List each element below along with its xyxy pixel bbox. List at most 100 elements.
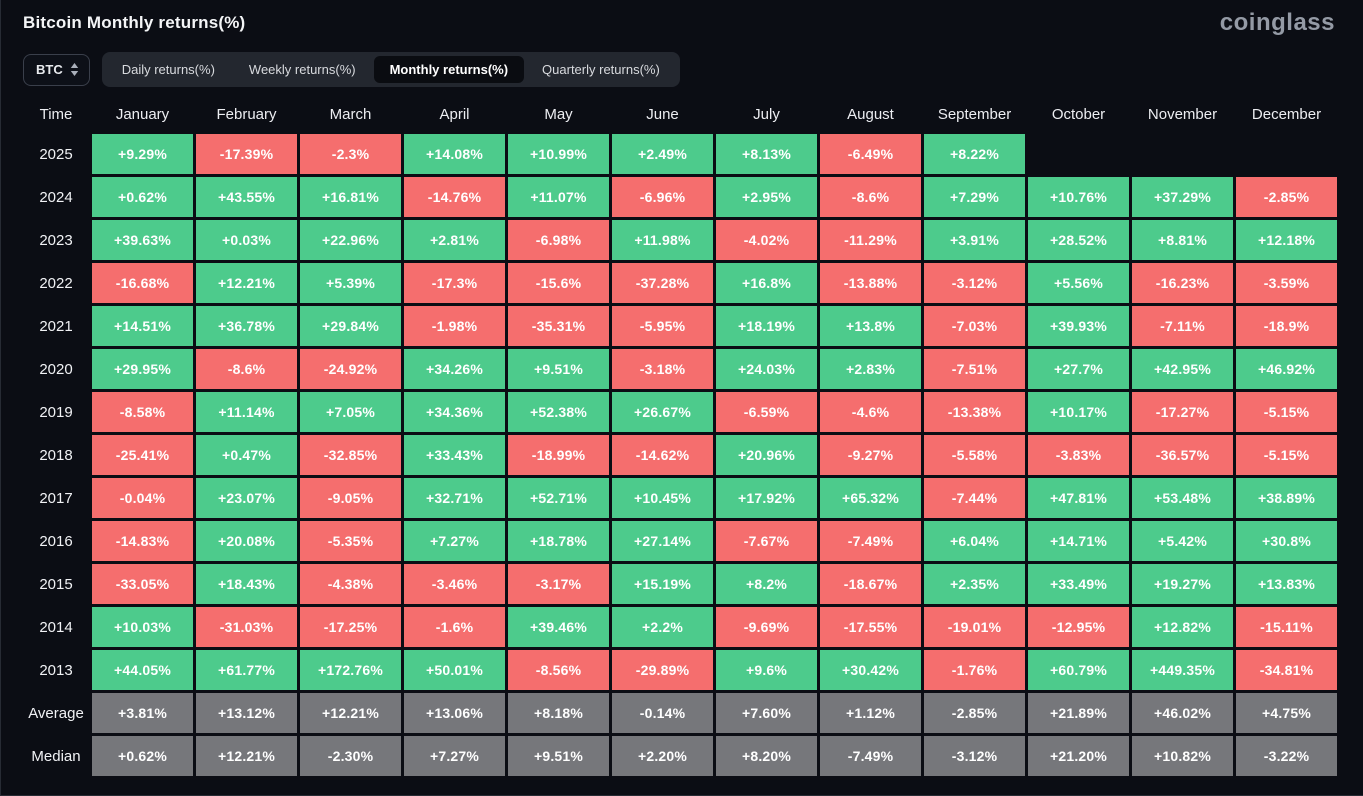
return-cell: -31.03%	[196, 607, 297, 647]
row-label: 2019	[39, 403, 73, 421]
return-cell: -0.14%	[612, 693, 713, 733]
row-label: 2025	[39, 145, 73, 163]
return-cell: -3.83%	[1028, 435, 1129, 475]
return-cell: +27.7%	[1028, 349, 1129, 389]
return-cell: -25.41%	[92, 435, 193, 475]
row-label: 2021	[39, 317, 73, 335]
return-cell: -7.51%	[924, 349, 1025, 389]
return-cell: +12.21%	[300, 693, 401, 733]
row-label: 2018	[39, 446, 73, 464]
return-cell: -14.83%	[92, 521, 193, 561]
return-cell: +38.89%	[1236, 478, 1337, 518]
return-cell: -6.96%	[612, 177, 713, 217]
page-title: Bitcoin Monthly returns(%)	[23, 13, 246, 32]
return-cell: +15.19%	[612, 564, 713, 604]
return-cell: +13.12%	[196, 693, 297, 733]
return-cell: +0.03%	[196, 220, 297, 260]
return-cell: +22.96%	[300, 220, 401, 260]
return-cell: -7.03%	[924, 306, 1025, 346]
return-cell: -5.15%	[1236, 392, 1337, 432]
return-cell: +2.81%	[404, 220, 505, 260]
return-cell: +7.05%	[300, 392, 401, 432]
return-cell: +19.27%	[1132, 564, 1233, 604]
return-cell: -16.68%	[92, 263, 193, 303]
return-cell: +36.78%	[196, 306, 297, 346]
return-cell: +30.42%	[820, 650, 921, 690]
column-header-february: February	[216, 106, 277, 123]
toolbar: BTC Daily returns(%) Weekly returns(%) Mon…	[23, 52, 1363, 87]
titlebar: Bitcoin Monthly returns(%) coinglass	[1, 0, 1363, 37]
return-cell: +33.43%	[404, 435, 505, 475]
return-cell: -7.49%	[820, 521, 921, 561]
returns-table: Time January February March April May June July…	[23, 98, 1337, 776]
return-cell: +8.81%	[1132, 220, 1233, 260]
return-cell: +12.18%	[1236, 220, 1337, 260]
return-cell: -2.3%	[300, 134, 401, 174]
return-cell: +34.26%	[404, 349, 505, 389]
column-header-july: July	[753, 106, 780, 123]
tab-weekly-returns[interactable]: Weekly returns(%)	[233, 56, 372, 83]
return-cell: +61.77%	[196, 650, 297, 690]
row-label: 2013	[39, 661, 73, 679]
return-cell: +42.95%	[1132, 349, 1233, 389]
return-cell: -9.69%	[716, 607, 817, 647]
return-cell: +7.29%	[924, 177, 1025, 217]
tab-monthly-returns[interactable]: Monthly returns(%)	[373, 56, 525, 83]
return-cell: +12.21%	[196, 736, 297, 776]
return-cell: +8.22%	[924, 134, 1025, 174]
return-cell: +33.49%	[1028, 564, 1129, 604]
return-cell: -4.6%	[820, 392, 921, 432]
return-cell: +2.2%	[612, 607, 713, 647]
return-cell: -32.85%	[300, 435, 401, 475]
return-cell: +18.43%	[196, 564, 297, 604]
return-cell: +50.01%	[404, 650, 505, 690]
return-cell: -2.30%	[300, 736, 401, 776]
return-cell: -12.95%	[1028, 607, 1129, 647]
tab-quarterly-returns[interactable]: Quarterly returns(%)	[526, 56, 676, 83]
return-cell: -2.85%	[1236, 177, 1337, 217]
row-label: 2024	[39, 188, 73, 206]
coinglass-logo[interactable]: coinglass	[1219, 9, 1335, 36]
return-cell: -18.67%	[820, 564, 921, 604]
tab-daily-returns[interactable]: Daily returns(%)	[106, 56, 231, 83]
return-cell: +37.29%	[1132, 177, 1233, 217]
return-cell: +2.35%	[924, 564, 1025, 604]
return-cell: +8.18%	[508, 693, 609, 733]
return-cell: +7.27%	[404, 521, 505, 561]
return-cell: +4.75%	[1236, 693, 1337, 733]
return-cell: +10.99%	[508, 134, 609, 174]
return-cell: -5.35%	[300, 521, 401, 561]
empty-cell	[1236, 134, 1337, 174]
return-cell: +12.82%	[1132, 607, 1233, 647]
return-cell: +10.17%	[1028, 392, 1129, 432]
return-cell: -6.59%	[716, 392, 817, 432]
return-cell: -18.9%	[1236, 306, 1337, 346]
row-label: 2016	[39, 532, 73, 550]
return-cell: -5.95%	[612, 306, 713, 346]
column-header-january: January	[115, 106, 170, 123]
return-cell: -17.27%	[1132, 392, 1233, 432]
row-label: 2014	[39, 618, 73, 636]
return-cell: +13.83%	[1236, 564, 1337, 604]
column-header-june: June	[646, 106, 679, 123]
return-cell: +16.8%	[716, 263, 817, 303]
return-cell: +0.47%	[196, 435, 297, 475]
return-cell: -7.49%	[820, 736, 921, 776]
return-cell: -37.28%	[612, 263, 713, 303]
return-cell: -6.98%	[508, 220, 609, 260]
return-cell: -29.89%	[612, 650, 713, 690]
return-cell: +13.06%	[404, 693, 505, 733]
return-cell: +2.49%	[612, 134, 713, 174]
return-cell: +0.62%	[92, 736, 193, 776]
return-cell: +9.6%	[716, 650, 817, 690]
return-cell: +20.96%	[716, 435, 817, 475]
return-cell: +2.20%	[612, 736, 713, 776]
return-cell: -33.05%	[92, 564, 193, 604]
return-cell: -19.01%	[924, 607, 1025, 647]
return-cell: +12.21%	[196, 263, 297, 303]
coin-selector[interactable]: BTC	[23, 53, 90, 86]
return-cell: +39.93%	[1028, 306, 1129, 346]
return-cell: -1.98%	[404, 306, 505, 346]
return-cell: -8.56%	[508, 650, 609, 690]
return-cell: +0.62%	[92, 177, 193, 217]
